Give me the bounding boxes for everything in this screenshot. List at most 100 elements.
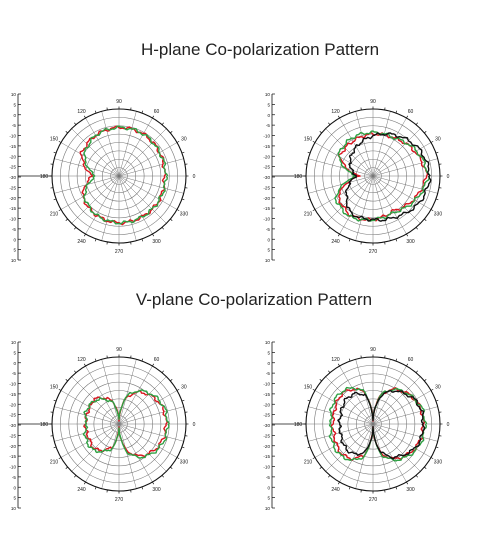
angle-tick	[161, 122, 164, 125]
radial-scale-tick-label: -5	[12, 475, 17, 480]
angle-tick-label: 90	[370, 99, 376, 105]
grid-spoke	[71, 423, 120, 472]
grid-spoke	[118, 158, 184, 177]
angle-tick-label: 180	[294, 174, 303, 180]
radial-scale-tick-label: -10	[263, 465, 270, 470]
angle-tick	[424, 466, 427, 469]
angle-tick	[65, 131, 68, 134]
angle-tick-label: 330	[180, 212, 189, 218]
series-red-trace	[79, 125, 167, 226]
radial-scale-tick-label: -25	[263, 165, 270, 170]
angle-tick	[94, 358, 97, 362]
grid-spoke	[118, 376, 167, 425]
angle-tick-label: 270	[369, 497, 378, 503]
angle-tick	[307, 151, 311, 154]
angle-tick	[348, 238, 351, 242]
angle-tick	[181, 151, 185, 154]
angle-tick	[65, 466, 68, 469]
grid-spoke	[372, 128, 421, 177]
series-red-trace	[330, 387, 426, 461]
grid-spoke	[372, 359, 391, 425]
grid-spoke	[314, 142, 374, 177]
radial-scale-tick-label: -15	[263, 144, 270, 149]
radial-scale-tick-label: -10	[9, 217, 16, 222]
radial-scale-axis: 10 5 0 -5 -10 -15 -20 -25 -30 -25 -20 -15 -10 -5 0 5 10	[263, 92, 306, 263]
angle-tick	[328, 475, 331, 478]
angle-tick	[74, 475, 77, 478]
radial-scale-tick-label: -20	[9, 444, 16, 449]
grid-spoke	[372, 175, 438, 194]
radial-scale-tick-label: -15	[9, 206, 16, 211]
angle-tick	[170, 466, 173, 469]
radial-scale-tick-label: 0	[13, 113, 16, 118]
radial-scale-tick-label: -20	[263, 402, 270, 407]
radial-scale-tick-label: 0	[267, 361, 270, 366]
radial-scale-tick-label: -25	[9, 165, 16, 170]
radial-scale-tick-label: 5	[267, 102, 270, 107]
radial-scale-tick-label: 10	[265, 258, 271, 263]
grid-spoke	[85, 117, 120, 177]
angle-tick-label: 150	[50, 137, 59, 143]
grid-spoke	[339, 175, 374, 235]
angle-tick	[65, 379, 68, 382]
angle-tick-label: 210	[304, 460, 313, 466]
angle-tick-label: 330	[180, 460, 189, 466]
angle-tick	[312, 388, 316, 391]
grid-spoke	[85, 175, 120, 235]
angle-tick-label: 60	[408, 357, 414, 363]
grid-spoke	[118, 423, 137, 489]
radial-scale-tick-label: -25	[9, 185, 16, 190]
grid-spoke	[372, 423, 432, 458]
angle-tick	[415, 122, 418, 125]
grid-spoke	[118, 175, 178, 210]
radial-scale-tick-label: -5	[12, 371, 17, 376]
polar-grid	[49, 354, 189, 494]
grid-spoke	[85, 365, 120, 425]
radial-scale-tick-label: -15	[263, 392, 270, 397]
radial-scale-tick-label: 5	[267, 350, 270, 355]
radial-scale-tick-label: -25	[9, 413, 16, 418]
angle-tick	[74, 370, 77, 373]
radial-scale-tick-label: -15	[9, 144, 16, 149]
radial-scale-tick-label: -5	[266, 227, 271, 232]
grid-spoke	[118, 142, 178, 177]
radial-scale-tick-label: -10	[263, 134, 270, 139]
angle-tick	[58, 140, 62, 143]
radial-scale-tick-label: 10	[11, 92, 17, 97]
radial-scale-tick-label: 0	[267, 113, 270, 118]
radial-scale-tick-label: -15	[9, 392, 16, 397]
angle-tick	[424, 218, 427, 221]
radial-scale-tick-label: 10	[265, 506, 271, 511]
angle-tick-label: 180	[294, 422, 303, 428]
angle-tick-label: 300	[152, 487, 161, 493]
grid-spoke	[314, 423, 374, 458]
radial-scale-tick-label: -15	[9, 454, 16, 459]
grid-spoke	[308, 158, 374, 177]
angle-tick	[53, 151, 57, 154]
grid-spoke	[118, 406, 184, 425]
radial-scale-tick-label: -5	[266, 475, 271, 480]
angle-tick-label: 240	[77, 239, 86, 245]
radial-scale-axis: 10 5 0 -5 -10 -15 -20 -25 -30 -25 -20 -15 -10 -5 0 5 10	[9, 92, 52, 263]
series-green-trace	[328, 386, 428, 462]
angle-tick	[83, 233, 86, 237]
angle-tick-label: 60	[408, 109, 414, 115]
grid-spoke	[118, 365, 153, 425]
angle-tick-label: 330	[434, 212, 443, 218]
grid-spoke	[101, 359, 120, 425]
angle-tick	[406, 363, 409, 367]
angle-tick	[141, 110, 144, 114]
radial-scale-tick-label: 5	[13, 102, 16, 107]
series-red-trace	[337, 132, 429, 222]
radial-scale-tick-label: 5	[13, 496, 16, 501]
angle-tick	[435, 151, 439, 154]
angle-tick	[152, 233, 155, 237]
angle-tick	[53, 446, 57, 449]
angle-tick-label: 210	[50, 212, 59, 218]
angle-tick	[395, 110, 398, 114]
radial-scale-tick-label: -20	[263, 196, 270, 201]
grid-spoke	[372, 365, 407, 425]
grid-spoke	[118, 390, 178, 425]
radial-scale-tick-label: -20	[263, 444, 270, 449]
grid-spoke	[118, 128, 167, 177]
